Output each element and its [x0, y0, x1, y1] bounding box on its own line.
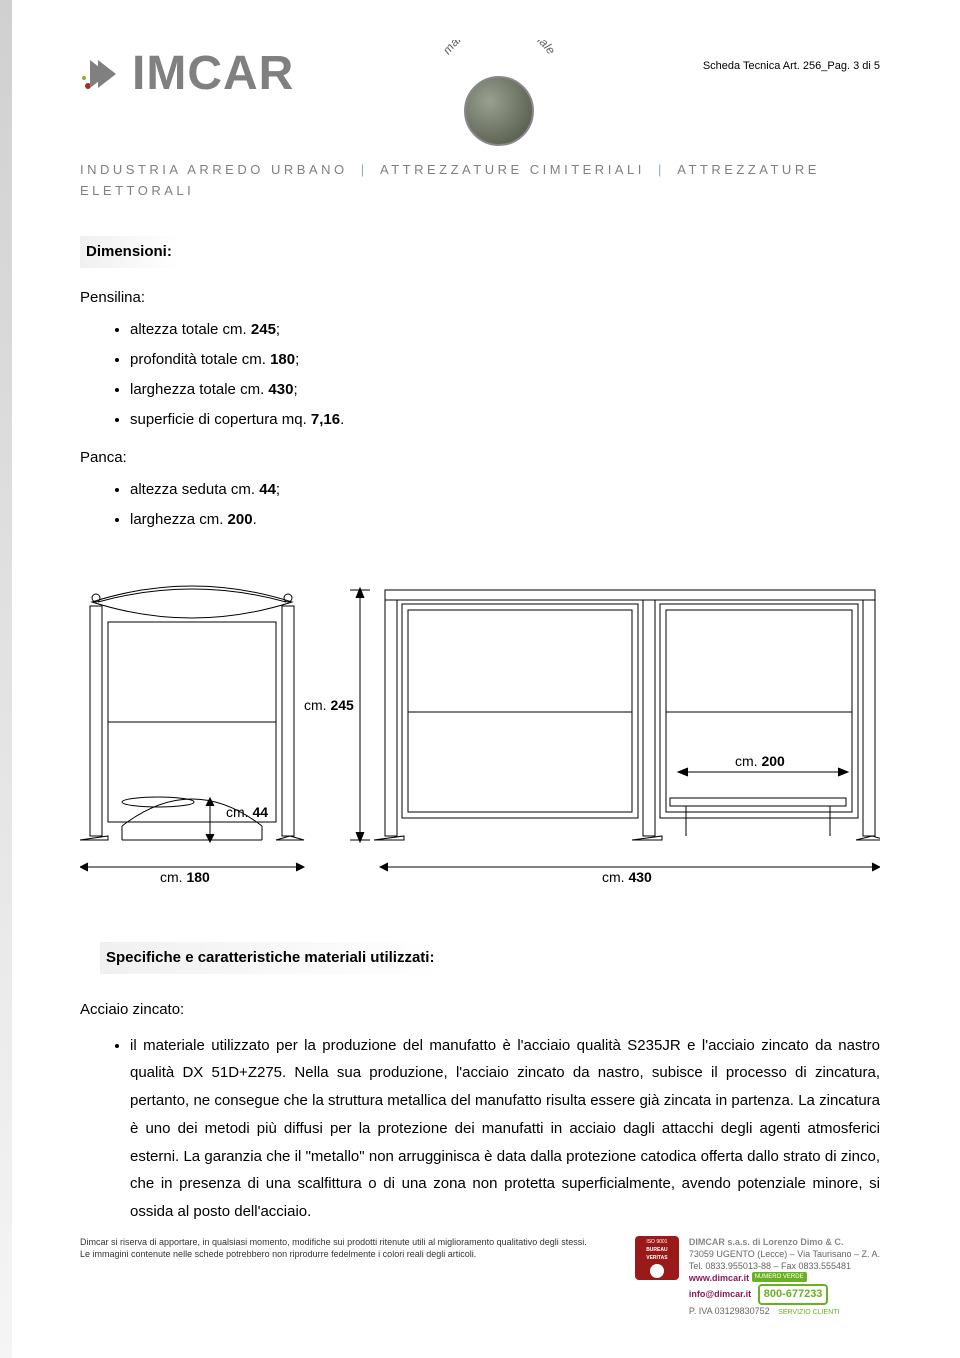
technical-diagram: cm. 44 cm. 180 cm. 245	[80, 572, 880, 892]
logo-block: IMCAR	[80, 50, 294, 98]
footer-web: www.dimcar.it	[689, 1273, 749, 1283]
tagline-part-2: ATTREZZATURE CIMITERIALI	[380, 162, 645, 177]
specs-list: il materiale utilizzato per la produzion…	[80, 1032, 880, 1226]
shelter-diagram-svg: cm. 44 cm. 180 cm. 245	[80, 572, 880, 892]
dim-245-label: cm. 245	[304, 697, 354, 713]
page-reference: Scheda Tecnica Art. 256_Pag. 3 di 5	[703, 50, 880, 76]
left-border-strip	[0, 0, 12, 1358]
logo-mark-icon	[80, 54, 128, 94]
tagline-separator: |	[658, 162, 665, 177]
list-item: profondità totale cm. 180;	[130, 348, 880, 372]
header-row: IMCAR manifattura artigianale Scheda Tec…	[80, 50, 880, 146]
footer-tel: Tel. 0833.955013-88 – Fax 0833.555481	[689, 1260, 880, 1272]
green-sub: SERVIZIO CLIENTI	[778, 1309, 839, 1316]
footer-address: 73059 UGENTO (Lecce) – Via Taurisano – Z…	[689, 1248, 880, 1260]
seal-medallion-icon	[464, 76, 534, 146]
list-item: altezza seduta cm. 44;	[130, 478, 880, 502]
list-item: superficie di copertura mq. 7,16.	[130, 408, 880, 432]
seal-arc-text: manifattura artigianale	[434, 40, 564, 66]
green-tag: NUMERO VERDE	[752, 1272, 807, 1282]
svg-text:manifattura artigianale: manifattura artigianale	[439, 40, 558, 57]
dimensions-heading: Dimensioni:	[80, 236, 180, 268]
footer-contact: DIMCAR s.a.s. di Lorenzo Dimo & C. 73059…	[689, 1236, 880, 1318]
specs-paragraph: il materiale utilizzato per la produzion…	[130, 1032, 880, 1226]
dim-200-label: cm. 200	[735, 753, 785, 769]
dim-430-label: cm. 430	[602, 869, 652, 885]
panca-list: altezza seduta cm. 44; larghezza cm. 200…	[80, 478, 880, 532]
page-container: IMCAR manifattura artigianale Scheda Tec…	[0, 0, 960, 1358]
footer-disclaimer: Dimcar si riserva di apportare, in quals…	[80, 1236, 625, 1260]
pensilina-label: Pensilina:	[80, 286, 880, 310]
pensilina-list: altezza totale cm. 245; profondità total…	[80, 318, 880, 432]
footer-piva: P. IVA 03129830752	[689, 1306, 770, 1316]
seal-block: manifattura artigianale	[434, 40, 564, 146]
footer: Dimcar si riserva di apportare, in quals…	[80, 1236, 880, 1318]
footer-company: DIMCAR s.a.s. di Lorenzo Dimo & C.	[689, 1236, 880, 1248]
list-item: altezza totale cm. 245;	[130, 318, 880, 342]
green-number-badge: 800-677233	[758, 1284, 829, 1305]
dim-44-label: cm. 44	[226, 804, 268, 820]
list-item: larghezza totale cm. 430;	[130, 378, 880, 402]
disclaimer-line-2: Le immagini contenute nelle schede potre…	[80, 1248, 625, 1260]
specs-heading: Specifiche e caratteristiche materiali u…	[100, 942, 442, 974]
dim-180-label: cm. 180	[160, 869, 210, 885]
tagline-part-1: INDUSTRIA ARREDO URBANO	[80, 162, 348, 177]
certification-badge-icon: ISO 9001 BUREAU VERITAS	[635, 1236, 679, 1280]
panca-label: Panca:	[80, 446, 880, 470]
list-item: larghezza cm. 200.	[130, 508, 880, 532]
tagline-separator: |	[361, 162, 368, 177]
header-tagline: INDUSTRIA ARREDO URBANO | ATTREZZATURE C…	[80, 160, 880, 202]
specs-subheading: Acciaio zincato:	[80, 998, 880, 1022]
disclaimer-line-1: Dimcar si riserva di apportare, in quals…	[80, 1236, 625, 1248]
company-logo: IMCAR	[80, 50, 294, 98]
logo-text: IMCAR	[132, 50, 294, 98]
footer-email: info@dimcar.it	[689, 1289, 751, 1299]
